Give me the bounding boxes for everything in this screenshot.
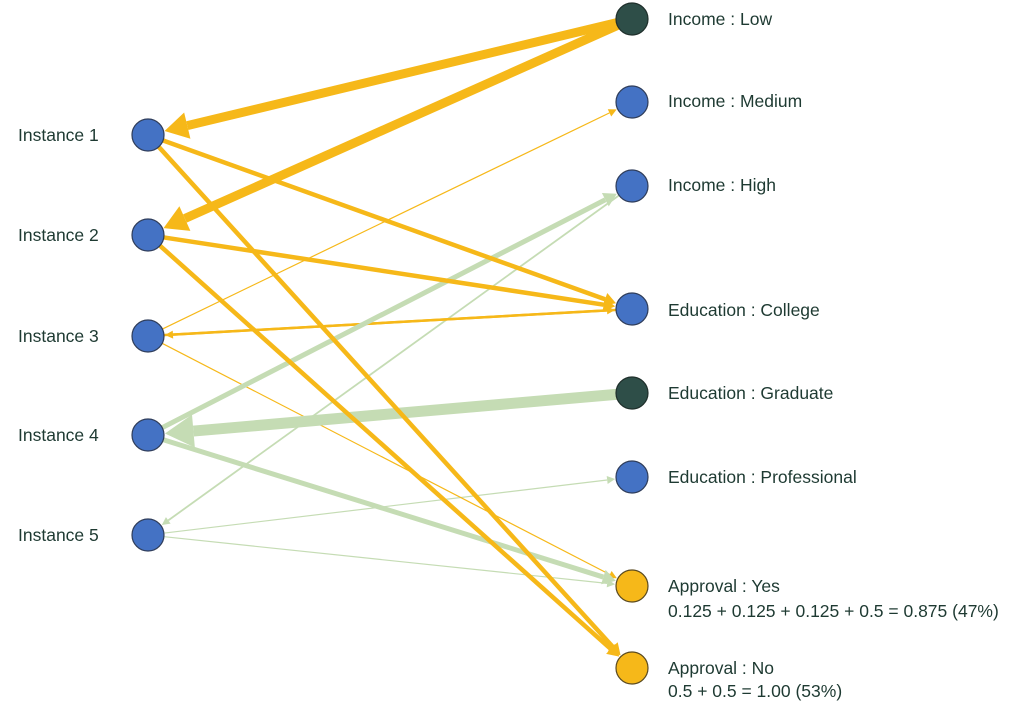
edge-high-i5 xyxy=(161,191,625,526)
instance-4-node[interactable] xyxy=(131,418,165,452)
edge-i3-yes-line xyxy=(156,340,611,576)
edge-i3-medium-line xyxy=(156,112,610,333)
edge-low-i2-line xyxy=(183,19,625,223)
instance-4-label: Instance 4 xyxy=(18,425,99,445)
income-low-label: Income : Low xyxy=(668,9,772,29)
edge-low-i2-arrowhead xyxy=(163,206,191,231)
education-professional-node[interactable] xyxy=(615,460,649,494)
edge-i2-college-arrowhead xyxy=(602,297,616,312)
edges xyxy=(153,17,625,657)
edge-i2-no xyxy=(154,240,620,657)
edge-i1-college-line xyxy=(156,136,606,302)
edge-high-i5-line xyxy=(167,191,625,522)
edge-i2-no-arrowhead xyxy=(606,643,620,657)
education-college-label: Education : College xyxy=(668,300,820,320)
approval-yes-formula: 0.125 + 0.125 + 0.125 + 0.5 = 0.875 (47%… xyxy=(668,601,999,621)
income-low-node[interactable] xyxy=(615,2,649,36)
labels: Instance 1 Instance 2 Instance 3 Instanc… xyxy=(18,9,999,701)
edge-i4-high-arrowhead xyxy=(601,193,617,207)
instance-2-label: Instance 2 xyxy=(18,225,99,245)
edge-i3-medium-arrowhead xyxy=(607,109,617,117)
edge-i5-yes-line xyxy=(158,535,608,584)
instance-1-node[interactable] xyxy=(131,118,165,152)
edge-i5-professional xyxy=(158,476,616,535)
instance-5-label: Instance 5 xyxy=(18,525,99,545)
edge-high-i5-arrowhead xyxy=(161,517,171,526)
approval-no-label: Approval : No xyxy=(668,658,774,678)
edge-i5-professional-arrowhead xyxy=(606,476,616,484)
instance-3-label: Instance 3 xyxy=(18,326,99,346)
edge-low-i1-line xyxy=(186,17,624,130)
education-professional-label: Education : Professional xyxy=(668,467,857,487)
edge-graduate-i4-arrowhead xyxy=(164,414,195,448)
edge-graduate-i4 xyxy=(164,388,623,448)
education-graduate-node[interactable] xyxy=(615,376,649,410)
instance-2-node[interactable] xyxy=(131,218,165,252)
approval-no-formula: 0.5 + 0.5 = 1.00 (53%) xyxy=(668,681,842,701)
edge-low-i1-arrowhead xyxy=(164,112,191,139)
edge-i2-college xyxy=(157,234,616,312)
instance-3-node[interactable] xyxy=(131,319,165,353)
education-college-node[interactable] xyxy=(615,292,649,326)
instance-5-node[interactable] xyxy=(131,518,165,552)
instance-1-label: Instance 1 xyxy=(18,125,99,145)
edge-i3-medium xyxy=(156,109,617,333)
income-medium-label: Income : Medium xyxy=(668,91,802,111)
approval-no-node[interactable] xyxy=(615,651,649,685)
edge-college-i3-line xyxy=(172,308,622,336)
edge-i2-college-line xyxy=(157,234,604,307)
edge-low-i1 xyxy=(164,17,624,139)
income-medium-node[interactable] xyxy=(615,85,649,119)
edge-college-i3-arrowhead xyxy=(164,330,174,339)
edge-college-i3 xyxy=(164,308,622,339)
edge-i4-high xyxy=(155,193,617,433)
edge-i1-no-line xyxy=(153,141,615,649)
nodes xyxy=(131,2,649,685)
income-high-node[interactable] xyxy=(615,169,649,203)
approval-yes-label: Approval : Yes xyxy=(668,576,780,596)
edge-low-i2 xyxy=(163,19,625,231)
approval-yes-node[interactable] xyxy=(615,569,649,603)
edge-graduate-i4-line xyxy=(192,388,623,437)
edge-i4-yes-arrowhead xyxy=(601,569,616,585)
edge-i4-high-line xyxy=(155,197,607,433)
education-graduate-label: Education : Graduate xyxy=(668,383,833,403)
income-high-label: Income : High xyxy=(668,175,776,195)
edge-i4-yes-line xyxy=(156,435,605,580)
edge-i2-no-line xyxy=(154,240,613,651)
